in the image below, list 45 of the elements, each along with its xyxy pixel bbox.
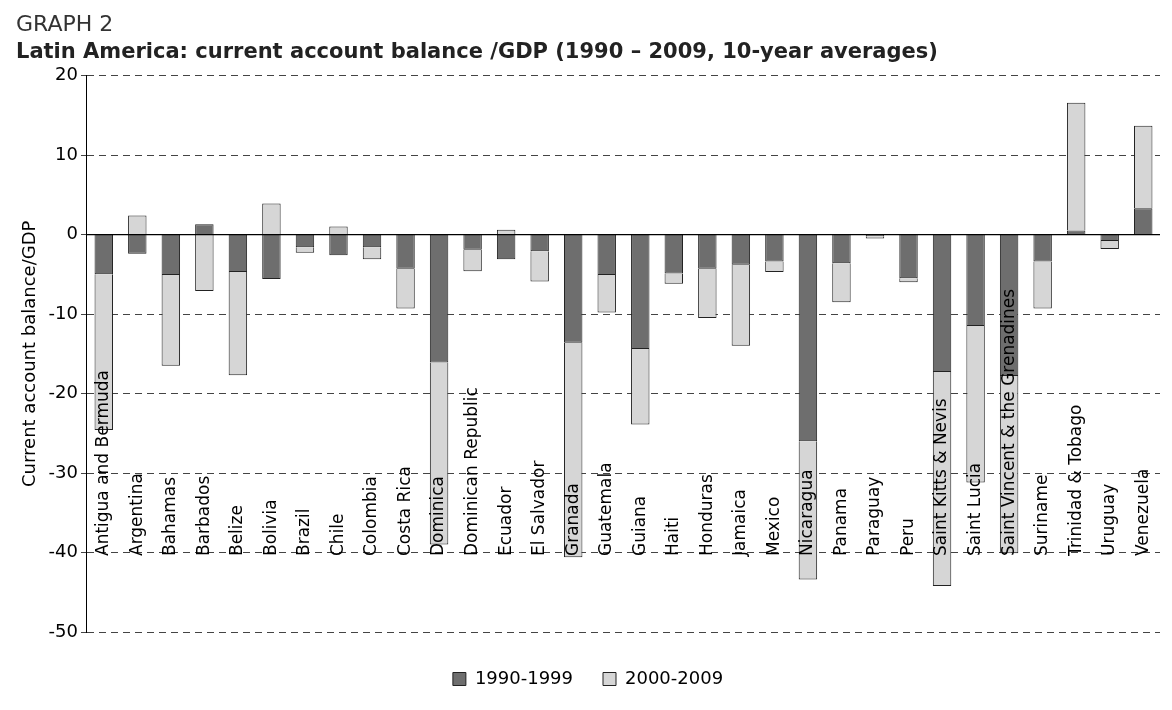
- y-tick-label: 10: [55, 142, 78, 164]
- x-tick-label: Dominican Republic: [461, 387, 482, 556]
- x-tick-label: Trinidad & Tobago: [1064, 404, 1085, 557]
- x-tick-label: Venezuela: [1131, 468, 1152, 556]
- x-tick-label: Costa Rica: [393, 466, 414, 556]
- y-tick-label: -10: [48, 301, 78, 323]
- x-tick-label: Chile: [326, 513, 347, 556]
- y-tick-label: -50: [48, 619, 78, 641]
- y-tick-label: -20: [48, 381, 78, 403]
- y-axis-title: Current account balance/GDP: [18, 220, 40, 487]
- x-tick-label: Mexico: [762, 496, 783, 556]
- y-tick-label: -30: [48, 460, 78, 482]
- x-tick-label: Bahamas: [159, 476, 180, 556]
- x-tick-label: Paraguay: [863, 476, 884, 556]
- y-tick-label: 0: [66, 222, 78, 244]
- x-tick-label: Bolivia: [259, 499, 280, 556]
- x-tick-label: Jamaica: [729, 489, 750, 557]
- x-tick-label: Nicaragua: [796, 469, 817, 556]
- x-tick-label: Saint Kitts & Nevis: [930, 398, 951, 556]
- chart-title: GRAPH 2: [16, 10, 114, 36]
- x-tick-label: Guatemala: [595, 462, 616, 556]
- x-tick-label: Belize: [226, 505, 247, 556]
- legend-label: 1990-1999: [474, 666, 574, 688]
- x-tick-label: Saint Vincent & the Grenadines: [997, 288, 1018, 556]
- y-tick-label: 20: [55, 63, 78, 85]
- x-tick-label: Haiti: [662, 516, 683, 556]
- x-tick-label: Uruguay: [1098, 483, 1119, 556]
- x-tick-label: Brazil: [293, 508, 314, 556]
- x-tick-label: El Salvador: [528, 460, 549, 556]
- x-tick-label: Suriname: [1031, 474, 1052, 556]
- chart-subtitle: Latin America: current account balance /GDP (1990 – 2009, 10-year averages): [16, 39, 938, 64]
- x-tick-label: Saint Lucia: [964, 462, 984, 556]
- x-tick-label: Peru: [896, 518, 917, 556]
- x-tick-label: Barbados: [192, 475, 213, 556]
- x-tick-label: Dominica: [427, 475, 448, 556]
- x-tick-label: Ecuador: [494, 486, 515, 556]
- x-tick-label: Granada: [561, 483, 582, 556]
- legend-label: 2000-2009: [625, 666, 724, 688]
- y-tick-label: -40: [48, 540, 78, 562]
- x-tick-label: Honduras: [695, 474, 716, 556]
- x-tick-label: Guiana: [628, 495, 649, 556]
- x-tick-label: Colombia: [360, 476, 381, 556]
- x-tick-label: Argentina: [125, 473, 146, 556]
- x-tick-label: Antigua and Bermuda: [92, 370, 113, 556]
- x-tick-label: Panama: [829, 487, 850, 556]
